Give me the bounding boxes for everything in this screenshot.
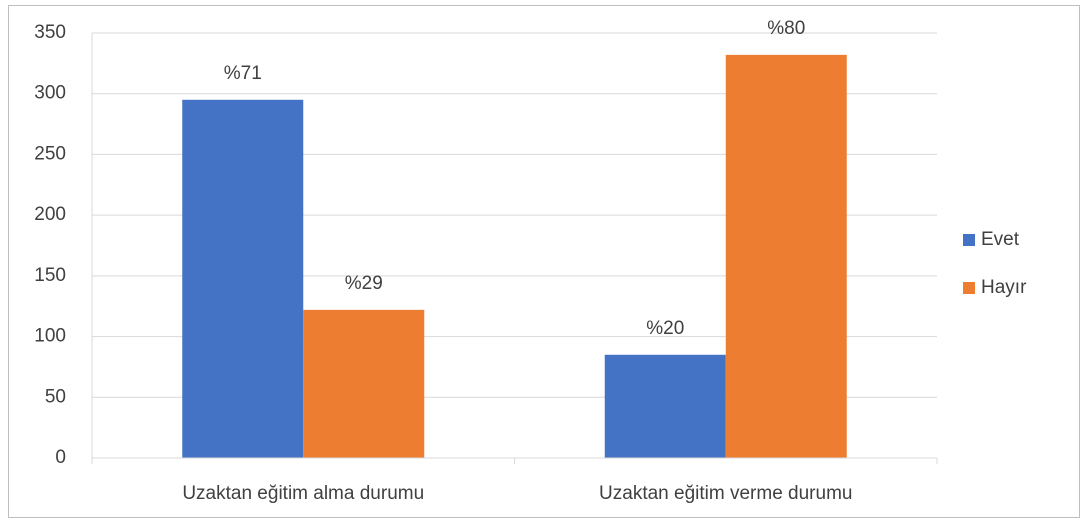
legend-label: Evet	[981, 229, 1020, 250]
chart-frame	[8, 5, 1080, 518]
bar	[182, 99, 304, 459]
x-tick-label: Uzaktan eğitim verme durumu	[599, 483, 852, 504]
y-tick-label: 100	[34, 326, 66, 347]
y-tick-label: 150	[34, 265, 66, 286]
y-tick-label: 0	[55, 447, 66, 468]
y-tick-label: 250	[34, 143, 66, 164]
bar	[725, 54, 847, 458]
x-tick-label: Uzaktan eğitim alma durumu	[182, 483, 424, 504]
y-tick-label: 50	[45, 386, 66, 407]
bar	[303, 309, 425, 458]
legend-swatch	[963, 282, 975, 294]
data-label: %71	[224, 63, 262, 84]
legend-swatch	[963, 234, 975, 246]
y-tick-label: 300	[34, 83, 66, 104]
data-label: %20	[646, 318, 684, 339]
bar	[604, 354, 726, 458]
y-tick-label: 200	[34, 204, 66, 225]
y-tick-label: 350	[34, 22, 66, 43]
legend-label: Hayır	[981, 277, 1027, 298]
data-label: %29	[345, 273, 383, 294]
data-label: %80	[767, 18, 805, 39]
